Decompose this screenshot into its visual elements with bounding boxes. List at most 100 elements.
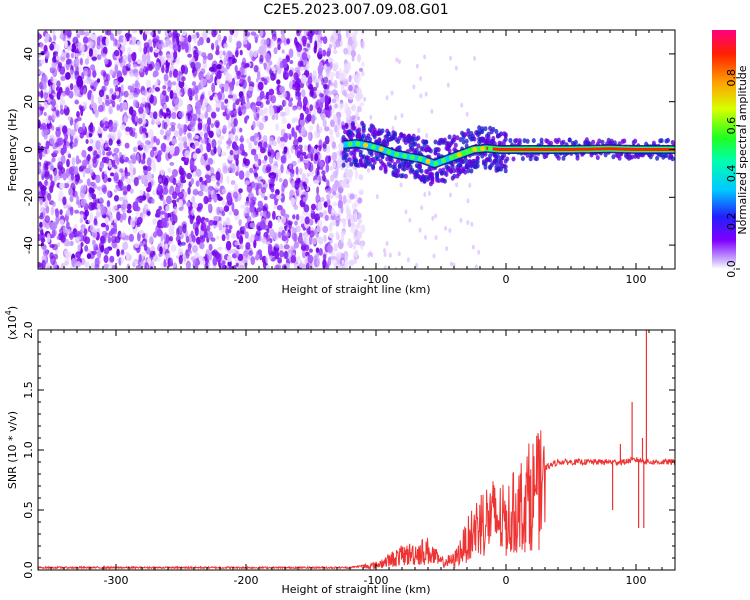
ridge-halo <box>447 134 452 140</box>
noise-cell <box>60 94 64 101</box>
noise-cell <box>122 153 126 160</box>
noise-cell <box>90 34 97 41</box>
noise-cell <box>258 109 265 117</box>
noise-cell <box>89 168 94 177</box>
noise-cell <box>173 206 178 215</box>
noise-cell <box>283 70 287 77</box>
noise-cell <box>43 92 49 100</box>
noise-cell <box>109 69 114 76</box>
noise-speck <box>390 90 394 96</box>
noise-cell <box>146 192 150 200</box>
noise-cell <box>183 140 188 149</box>
noise-cell <box>97 96 103 105</box>
noise-cell <box>73 190 78 198</box>
noise-cell <box>288 163 292 170</box>
noise-cell <box>195 101 202 108</box>
noise-cell <box>178 255 183 265</box>
noise-cell <box>217 91 222 101</box>
noise-cell <box>194 51 199 61</box>
ridge-halo <box>357 127 362 133</box>
noise-cell <box>254 172 259 178</box>
ridge-halo <box>442 178 447 184</box>
noise-cell <box>259 220 266 230</box>
ridge-halo <box>517 138 522 144</box>
noise-cell <box>244 212 250 219</box>
noise-cell <box>124 172 129 180</box>
noise-cell <box>217 139 223 146</box>
noise-cell <box>198 122 203 130</box>
noise-cell <box>169 145 175 155</box>
noise-cell <box>276 204 283 211</box>
noise-cell <box>327 47 332 56</box>
noise-cell <box>163 135 167 140</box>
noise-cell <box>169 90 174 100</box>
noise-cell <box>177 248 184 256</box>
noise-cell <box>244 200 251 207</box>
noise-cell <box>192 244 198 253</box>
ridge-halo <box>666 137 670 143</box>
noise-cell <box>135 206 141 212</box>
noise-cell <box>134 115 139 122</box>
noise-cell <box>122 54 128 64</box>
noise-cell <box>138 253 142 263</box>
noise-cell <box>120 251 125 256</box>
noise-cell <box>54 109 60 116</box>
noise-cell <box>308 235 313 245</box>
noise-cell <box>324 94 329 105</box>
noise-cell <box>197 40 201 47</box>
noise-cell <box>79 218 84 224</box>
noise-cell <box>253 132 259 138</box>
noise-cell <box>323 64 328 70</box>
noise-cell <box>195 61 202 69</box>
ridge-halo <box>419 168 424 174</box>
noise-cell <box>240 105 247 115</box>
noise-cell <box>73 63 78 68</box>
noise-cell <box>306 80 310 88</box>
noise-cell <box>192 113 198 122</box>
noise-cell <box>164 243 169 250</box>
noise-cell <box>233 30 239 38</box>
noise-cell <box>130 217 136 228</box>
noise-cell <box>234 135 239 142</box>
noise-cell <box>289 176 293 184</box>
noise-cell <box>69 206 74 216</box>
noise-cell <box>308 218 314 226</box>
colorbar-tick-label: 0.0 <box>725 260 738 278</box>
noise-cell <box>223 44 230 49</box>
noise-cell <box>89 191 93 198</box>
noise-cell <box>177 123 182 130</box>
ridge-core <box>486 146 675 151</box>
noise-cell <box>102 53 107 59</box>
noise-cell <box>199 242 205 250</box>
noise-cell <box>194 134 199 140</box>
noise-cell <box>105 224 110 232</box>
noise-speck <box>391 125 395 131</box>
ridge-spot <box>487 146 493 152</box>
noise-cell <box>210 237 216 242</box>
noise-cell <box>80 224 86 230</box>
noise-cell <box>325 72 330 79</box>
x-tick-label: -300 <box>104 574 129 587</box>
noise-cell <box>226 193 232 202</box>
noise-cell <box>125 235 130 241</box>
noise-cell <box>49 43 55 51</box>
noise-cell <box>332 49 338 54</box>
noise-cell <box>255 146 261 151</box>
noise-cell <box>87 91 92 100</box>
noise-cell <box>106 30 112 36</box>
noise-cell <box>87 146 93 152</box>
noise-cell <box>44 215 51 223</box>
noise-cell <box>136 40 142 47</box>
noise-cell <box>261 205 267 212</box>
noise-cell <box>309 104 314 112</box>
noise-cell <box>151 120 155 125</box>
noise-cell <box>323 210 328 215</box>
noise-cell <box>143 42 150 48</box>
noise-cell <box>280 30 286 36</box>
noise-cell <box>216 70 222 80</box>
ridge-halo <box>424 139 429 145</box>
noise-cell <box>93 49 100 56</box>
noise-speck <box>450 261 453 267</box>
noise-cell <box>235 70 242 76</box>
noise-cell <box>164 212 168 219</box>
